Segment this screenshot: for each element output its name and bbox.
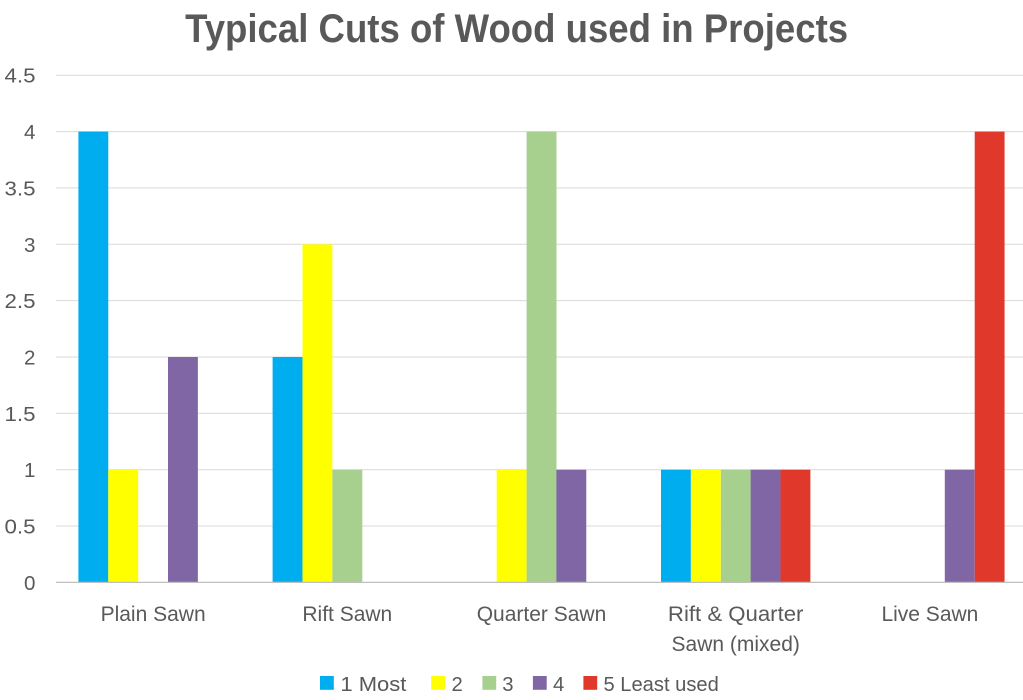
svg-text:0: 0 [24,572,35,595]
svg-text:5 Least used: 5 Least used [604,674,719,696]
svg-text:2: 2 [24,347,35,370]
svg-text:Rift Sawn: Rift Sawn [302,603,392,626]
svg-text:4: 4 [24,121,35,144]
svg-text:Plain Sawn: Plain Sawn [101,603,206,626]
svg-text:1 Most: 1 Most [340,674,406,696]
svg-text:Rift & Quarter: Rift & Quarter [668,603,804,626]
svg-text:Quarter Sawn: Quarter Sawn [477,603,607,626]
svg-text:3: 3 [24,234,35,257]
svg-text:Sawn (mixed): Sawn (mixed) [672,633,800,656]
svg-text:2.5: 2.5 [5,290,36,313]
svg-text:Typical Cuts of Wood used in P: Typical Cuts of Wood used in Projects [185,7,848,51]
svg-text:4.5: 4.5 [5,65,36,88]
svg-text:1.5: 1.5 [5,403,36,426]
svg-text:4: 4 [553,674,564,696]
svg-text:3: 3 [502,674,513,696]
svg-text:1: 1 [24,459,35,482]
svg-text:3.5: 3.5 [5,177,36,200]
svg-text:0.5: 0.5 [5,516,36,539]
svg-text:2: 2 [452,674,463,696]
svg-text:Live Sawn: Live Sawn [881,603,978,626]
